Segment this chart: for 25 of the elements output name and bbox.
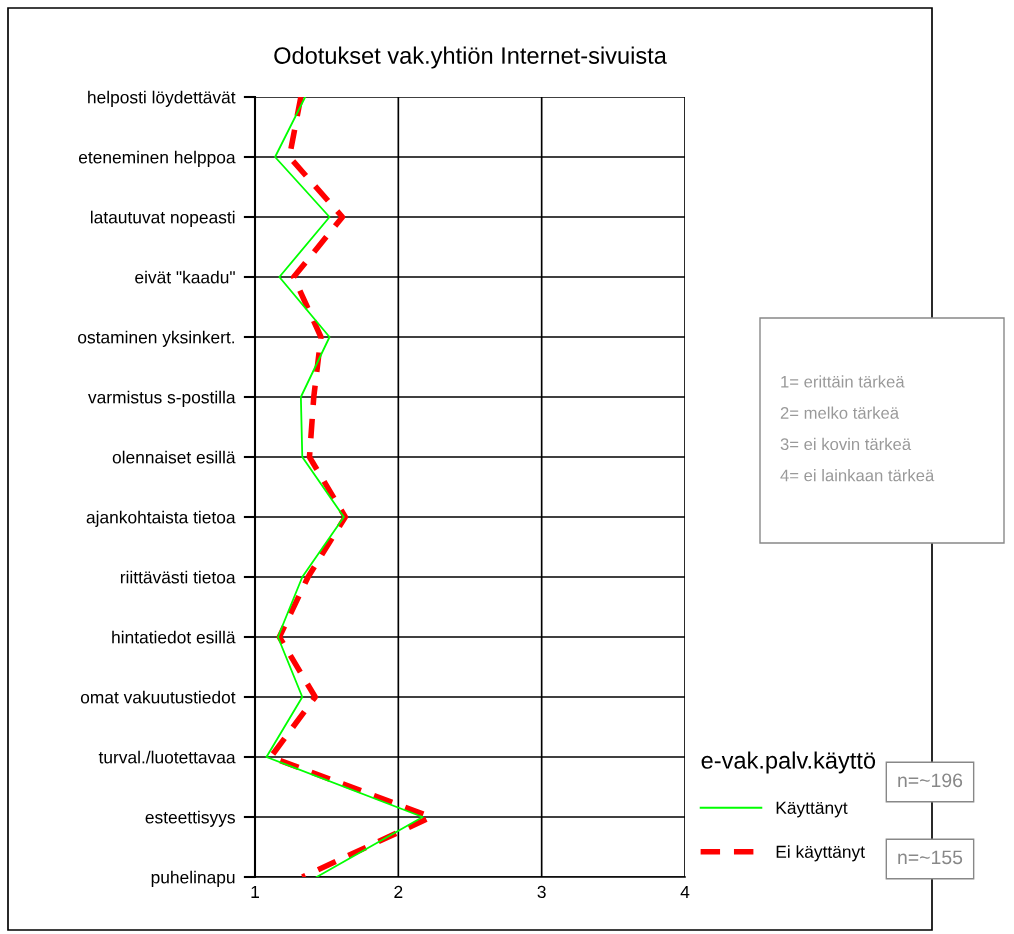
legend-label: Ei käyttänyt: [776, 845, 865, 862]
y-tick-label: ajankohtaista tietoa: [86, 510, 236, 527]
y-tick-label: ostaminen yksinkert.: [78, 330, 234, 347]
y-tick-label: puhelinapu: [151, 870, 235, 887]
chart-title: Odotukset vak.yhtiön Internet-sivuista: [274, 46, 667, 69]
x-tick-label: 2: [394, 885, 403, 898]
x-tick-label: 1: [251, 885, 259, 898]
text: n=~196: [898, 773, 963, 788]
y-tick-label: olennaiset esillä: [112, 450, 236, 464]
y-tick-label: helposti löydettävät: [88, 90, 236, 107]
x-tick-label: 3: [537, 885, 546, 899]
y-tick-label: latautuvat nopeasti: [90, 210, 235, 227]
text: 1= erittäin tärkeä 2= melko tärkeä 3= ei kovin tärkeä 4= ei lainkaan tärkeä: [780, 375, 935, 482]
y-tick-label: riittävästi tietoa: [120, 570, 236, 584]
y-tick-label: eteneminen helppoa: [78, 150, 236, 167]
y-tick-label: omat vakuutustiedot: [80, 690, 236, 704]
y-tick-label: varmistus s-postilla: [88, 390, 236, 407]
x-tick-label: 4: [680, 885, 690, 898]
y-tick-label: esteettisyys: [145, 810, 235, 827]
legend-title: e-vak.palv.käyttö: [701, 751, 876, 774]
y-tick-label: hintatiedot esillä: [112, 630, 236, 644]
legend-label: Käyttänyt: [776, 801, 848, 818]
text: n=~155: [898, 850, 963, 865]
y-tick-label: turval./luotettavaa: [98, 750, 236, 764]
y-tick-label: eivät "kaadu": [135, 270, 235, 284]
